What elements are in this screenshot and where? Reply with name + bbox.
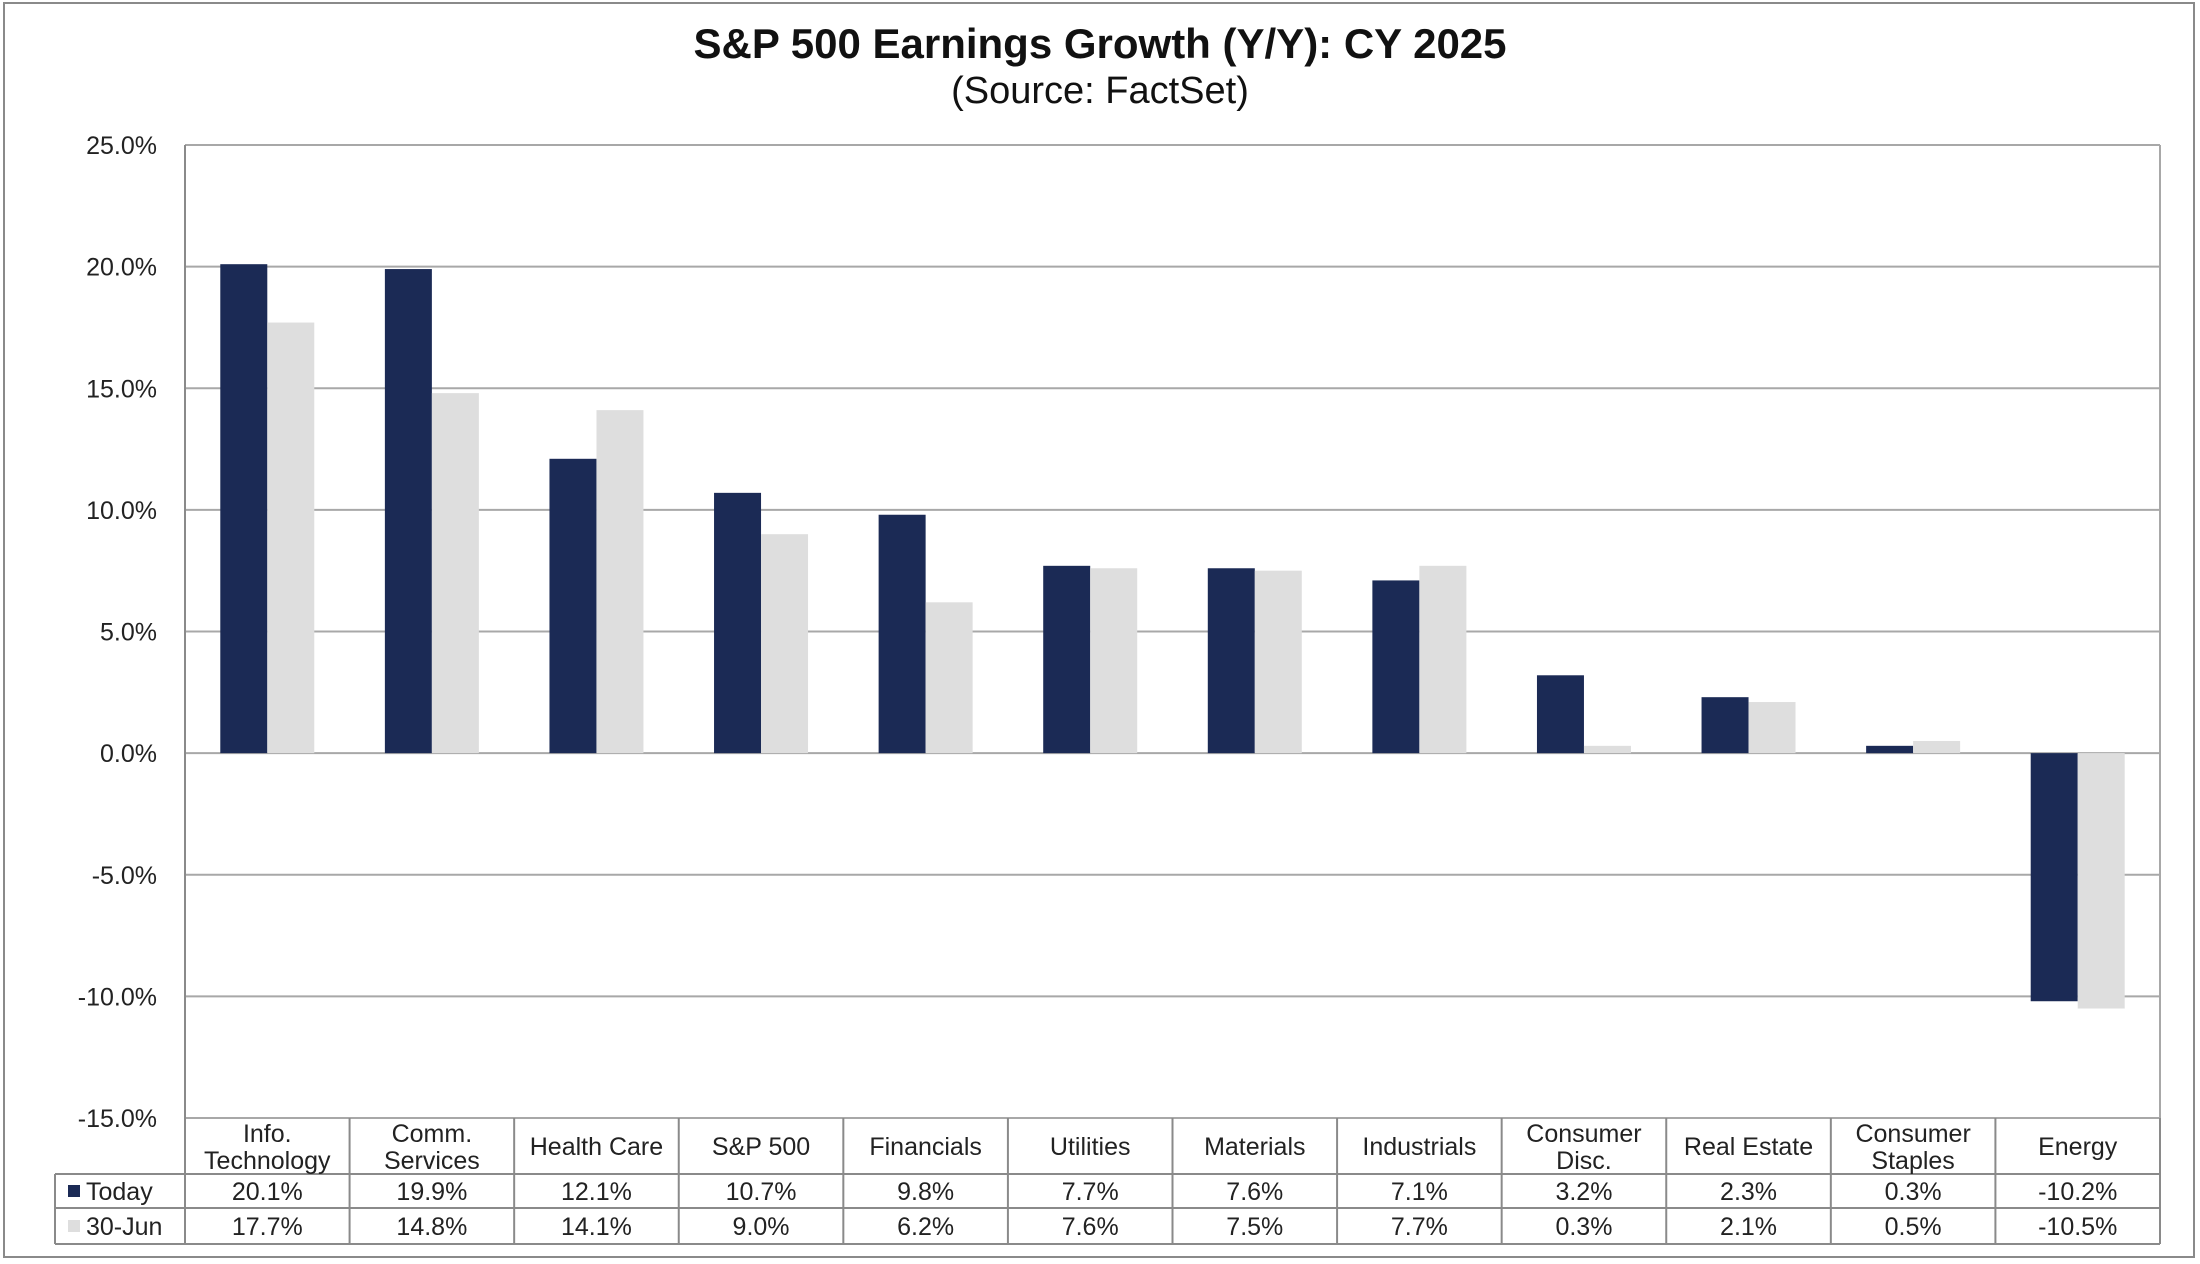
bar	[714, 492, 762, 754]
bar	[925, 602, 973, 754]
data-label: 10.7%	[726, 1178, 797, 1206]
chart-subtitle: (Source: FactSet)	[951, 70, 1249, 112]
category-label: Staples	[1871, 1147, 1954, 1175]
bar	[761, 534, 809, 754]
category-label: Info.	[243, 1120, 292, 1148]
bar	[1207, 568, 1255, 754]
category-label: Energy	[2038, 1133, 2118, 1161]
data-label: 7.5%	[1226, 1213, 1283, 1241]
data-label: 19.9%	[396, 1178, 467, 1206]
data-label: 7.1%	[1391, 1178, 1448, 1206]
y-tick-label: 0.0%	[100, 740, 157, 768]
data-label: 14.8%	[396, 1213, 467, 1241]
legend-swatch	[68, 1185, 80, 1197]
category-label: Materials	[1204, 1133, 1305, 1161]
bar	[1419, 565, 1467, 754]
bar	[878, 514, 926, 754]
bar	[596, 410, 644, 754]
bar	[1866, 745, 1914, 754]
bar	[1748, 702, 1796, 754]
y-tick-label: 5.0%	[100, 619, 157, 647]
category-label: Disc.	[1556, 1147, 1612, 1175]
category-label: S&P 500	[712, 1133, 810, 1161]
data-label: 2.1%	[1720, 1213, 1777, 1241]
bar	[1372, 580, 1420, 754]
y-tick-label: -5.0%	[92, 862, 157, 890]
category-label: Services	[384, 1147, 480, 1175]
legend-swatch	[68, 1220, 80, 1232]
data-label: 0.3%	[1885, 1178, 1942, 1206]
bar	[431, 393, 479, 754]
category-label: Real Estate	[1684, 1133, 1813, 1161]
bar	[220, 264, 268, 754]
data-label: 20.1%	[232, 1178, 303, 1206]
bar	[1254, 570, 1302, 754]
data-label: 14.1%	[561, 1213, 632, 1241]
data-label: 7.7%	[1391, 1213, 1448, 1241]
data-label: 7.6%	[1062, 1213, 1119, 1241]
chart-title: S&P 500 Earnings Growth (Y/Y): CY 2025	[693, 20, 1507, 67]
bar	[1701, 697, 1749, 754]
data-label: 3.2%	[1555, 1178, 1612, 1206]
category-label: Consumer	[1855, 1120, 1970, 1148]
category-label: Technology	[204, 1147, 331, 1175]
data-label: 12.1%	[561, 1178, 632, 1206]
data-label: 9.8%	[897, 1178, 954, 1206]
bar	[1583, 745, 1631, 754]
category-label: Financials	[869, 1133, 982, 1161]
data-label: 17.7%	[232, 1213, 303, 1241]
legend-label: 30-Jun	[86, 1213, 162, 1241]
data-label: -10.5%	[2038, 1213, 2117, 1241]
data-label: 6.2%	[897, 1213, 954, 1241]
y-tick-label: 20.0%	[86, 254, 157, 282]
data-label: 0.5%	[1885, 1213, 1942, 1241]
bar	[384, 269, 432, 754]
legend-label: Today	[86, 1178, 153, 1206]
bar	[1536, 675, 1584, 754]
category-label: Comm.	[392, 1120, 473, 1148]
y-tick-label: 10.0%	[86, 497, 157, 525]
y-tick-label: 15.0%	[86, 375, 157, 403]
bar	[1913, 740, 1961, 754]
category-label: Industrials	[1362, 1133, 1476, 1161]
bar	[1090, 568, 1138, 754]
data-label: 9.0%	[733, 1213, 790, 1241]
bar	[2030, 753, 2078, 1002]
data-label: 2.3%	[1720, 1178, 1777, 1206]
category-label: Consumer	[1526, 1120, 1641, 1148]
bar	[2077, 753, 2125, 1009]
y-tick-label: -10.0%	[78, 983, 157, 1011]
category-label: Utilities	[1050, 1133, 1131, 1161]
data-label: 0.3%	[1555, 1213, 1612, 1241]
y-tick-label: 25.0%	[86, 132, 157, 160]
bar	[549, 458, 597, 754]
y-tick-label: -15.0%	[78, 1105, 157, 1133]
bar	[1043, 565, 1091, 754]
category-label: Health Care	[530, 1133, 663, 1161]
bar	[267, 322, 315, 754]
data-label: -10.2%	[2038, 1178, 2117, 1206]
data-label: 7.7%	[1062, 1178, 1119, 1206]
data-label: 7.6%	[1226, 1178, 1283, 1206]
